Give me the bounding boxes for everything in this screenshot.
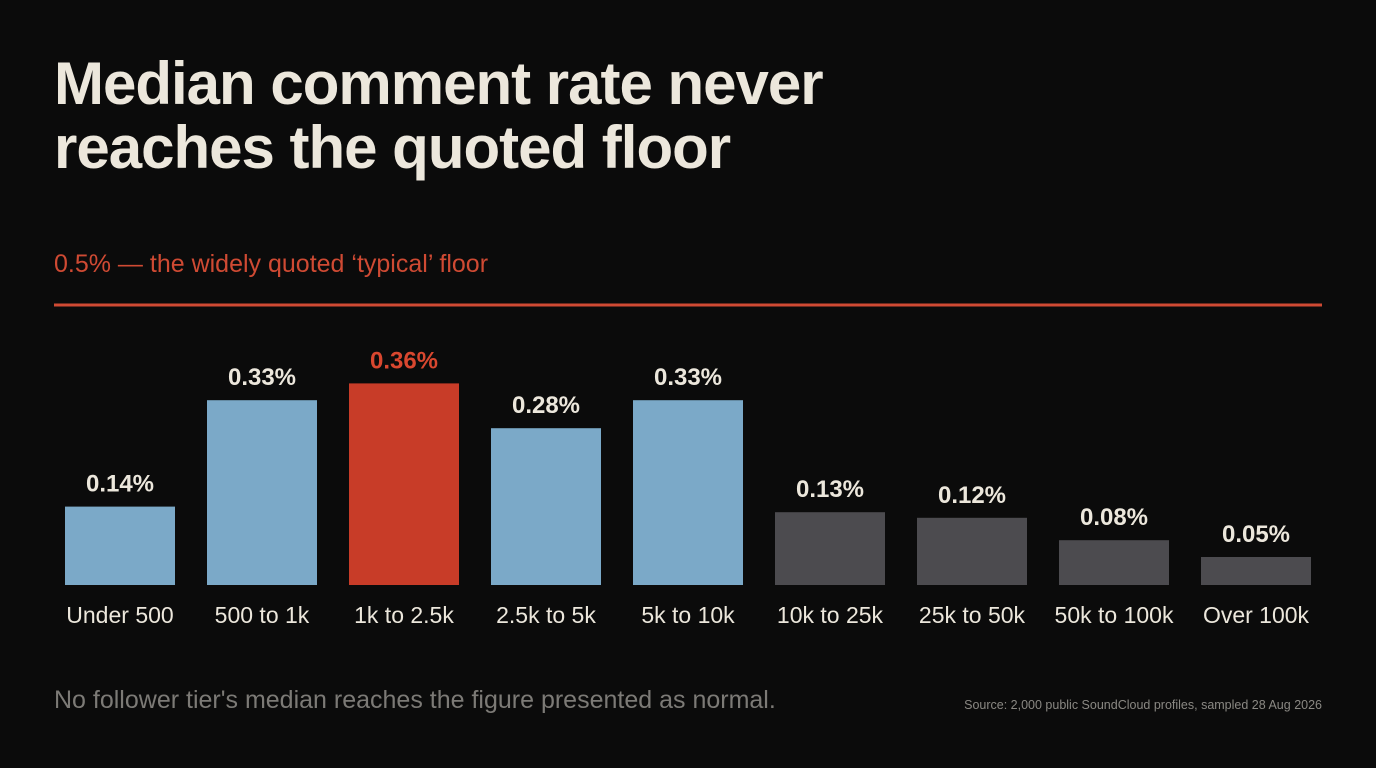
bar-2 bbox=[349, 383, 459, 585]
bar-value-label-2: 0.36% bbox=[370, 347, 438, 374]
bar-0 bbox=[65, 506, 175, 585]
category-label-4: 5k to 10k bbox=[641, 602, 735, 628]
category-label-7: 50k to 100k bbox=[1055, 602, 1174, 628]
bar-8 bbox=[1201, 557, 1311, 585]
bar-5 bbox=[775, 512, 885, 585]
bar-4 bbox=[633, 400, 743, 585]
bar-value-label-3: 0.28% bbox=[512, 392, 580, 419]
bar-3 bbox=[491, 428, 601, 585]
category-label-5: 10k to 25k bbox=[777, 602, 884, 628]
bar-value-label-6: 0.12% bbox=[938, 482, 1006, 509]
category-label-6: 25k to 50k bbox=[919, 602, 1026, 628]
bar-value-label-8: 0.05% bbox=[1222, 521, 1290, 548]
bar-1 bbox=[207, 400, 317, 585]
category-label-8: Over 100k bbox=[1203, 602, 1310, 628]
bar-value-label-1: 0.33% bbox=[228, 364, 296, 391]
chart-title: Median comment rate never reaches the qu… bbox=[54, 50, 824, 181]
category-label-3: 2.5k to 5k bbox=[496, 602, 596, 628]
category-label-2: 1k to 2.5k bbox=[354, 602, 454, 628]
bars-group: 0.14% Under 500 0.33% 500 to 1k 0.36% 1k to 2… bbox=[65, 347, 1311, 628]
bar-value-label-7: 0.08% bbox=[1080, 504, 1148, 531]
category-label-0: Under 500 bbox=[66, 602, 173, 628]
bar-7 bbox=[1059, 540, 1169, 585]
category-label-1: 500 to 1k bbox=[215, 602, 310, 628]
reference-line-label: 0.5% — the widely quoted ‘typical’ floor bbox=[54, 250, 489, 278]
bar-value-label-4: 0.33% bbox=[654, 364, 722, 391]
footer-note: No follower tier's median reaches the fi… bbox=[54, 686, 776, 714]
source-note: Source: 2,000 public SoundCloud profiles… bbox=[964, 698, 1322, 712]
bar-value-label-5: 0.13% bbox=[796, 476, 864, 503]
bar-value-label-0: 0.14% bbox=[86, 471, 154, 498]
bar-6 bbox=[917, 517, 1027, 585]
